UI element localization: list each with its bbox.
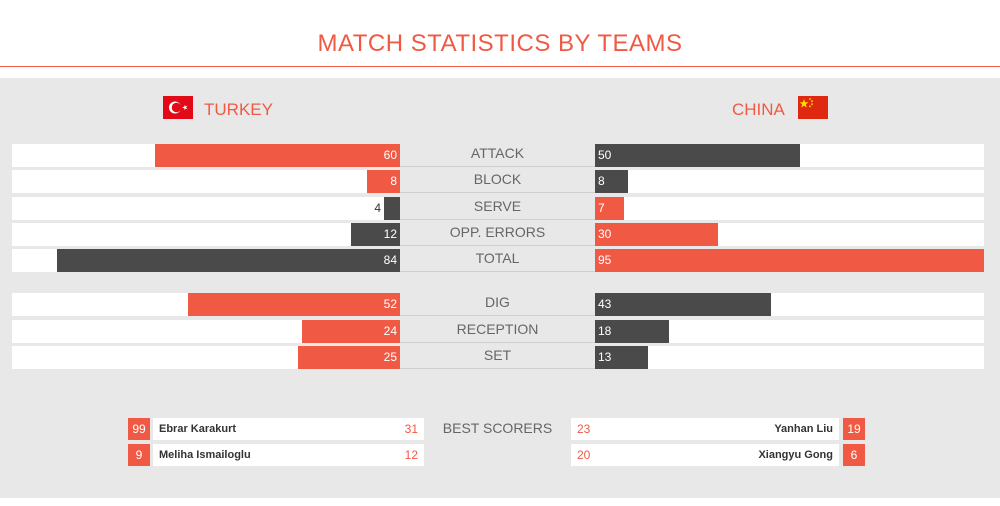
scorer-number: 99	[128, 418, 150, 440]
bar-right	[595, 346, 648, 369]
bar-left	[57, 249, 400, 272]
stat-label-divider	[400, 342, 595, 343]
page-title: MATCH STATISTICS BY TEAMS	[317, 30, 683, 57]
stat-label: OPP. ERRORS	[449, 224, 546, 240]
bar-track-left	[12, 170, 400, 193]
scorer-number: 6	[843, 444, 865, 466]
bar-left	[155, 144, 400, 167]
scorer-box: 23 Yanhan Liu	[571, 418, 839, 440]
title-divider	[0, 66, 1000, 67]
scorer-name: Xiangyu Gong	[758, 449, 833, 461]
bar-track-right	[595, 320, 984, 343]
bar-value-right: 43	[598, 297, 612, 311]
team-name-left: TURKEY	[204, 100, 273, 119]
turkey-flag-icon	[163, 96, 193, 119]
bar-left	[188, 293, 400, 316]
bar-value-right: 18	[598, 324, 612, 338]
bar-track-right	[595, 170, 984, 193]
scorer-row-left-1: 99 Ebrar Karakurt 31	[128, 418, 424, 440]
bar-value-right: 8	[598, 174, 605, 188]
china-flag-icon	[798, 96, 828, 119]
stat-label-divider	[400, 192, 595, 193]
scorer-name: Meliha Ismailoglu	[159, 449, 251, 461]
team-name-right: CHINA	[732, 100, 785, 119]
stat-label: RECEPTION	[456, 321, 539, 337]
bar-value-right: 50	[598, 148, 612, 162]
bar-track-left	[12, 197, 400, 220]
bar-left	[302, 320, 400, 343]
bar-value-right: 13	[598, 350, 612, 364]
bar-left	[298, 346, 400, 369]
bar-value-left: 12	[383, 227, 397, 241]
bar-right	[595, 249, 984, 272]
bar-left	[351, 223, 400, 246]
scorer-points: 23	[577, 422, 591, 436]
bar-value-right: 30	[598, 227, 612, 241]
scorer-row-right-2: 20 Xiangyu Gong 6	[571, 444, 867, 466]
bar-right	[595, 293, 771, 316]
scorer-box: 20 Xiangyu Gong	[571, 444, 839, 466]
scorer-points: 12	[404, 448, 418, 462]
scorer-box: Meliha Ismailoglu 12	[153, 444, 424, 466]
bar-track-right	[595, 346, 984, 369]
bar-value-left: 8	[390, 174, 397, 188]
bar-right	[595, 144, 800, 167]
stat-label-divider	[400, 166, 595, 167]
bar-value-left: 60	[383, 148, 397, 162]
stat-label: ATTACK	[470, 145, 525, 161]
stat-label: TOTAL	[475, 250, 520, 266]
bar-right	[595, 223, 718, 246]
stat-label-divider	[400, 219, 595, 220]
scorer-points: 31	[404, 422, 418, 436]
stat-label-divider	[400, 315, 595, 316]
bar-value-left: 4	[374, 201, 381, 215]
bar-left	[384, 197, 400, 220]
bar-value-left: 25	[383, 350, 397, 364]
scorer-box: Ebrar Karakurt 31	[153, 418, 424, 440]
stat-label-divider	[400, 271, 595, 272]
best-scorers-label: BEST SCORERS	[442, 420, 553, 436]
bar-track-right	[595, 197, 984, 220]
stat-label: BLOCK	[473, 171, 522, 187]
stat-label: SERVE	[473, 198, 522, 214]
stat-label-divider	[400, 368, 595, 369]
scorer-number: 19	[843, 418, 865, 440]
bar-value-left: 84	[383, 253, 397, 267]
bar-right	[595, 197, 624, 220]
scorer-points: 20	[577, 448, 591, 462]
stat-label-divider	[400, 245, 595, 246]
scorer-row-right-1: 23 Yanhan Liu 19	[571, 418, 867, 440]
scorer-row-left-2: 9 Meliha Ismailoglu 12	[128, 444, 424, 466]
bar-value-right: 7	[598, 201, 605, 215]
stat-label: DIG	[485, 294, 510, 310]
scorer-number: 9	[128, 444, 150, 466]
bar-value-left: 52	[383, 297, 397, 311]
bar-value-left: 24	[383, 324, 397, 338]
bar-left	[367, 170, 400, 193]
bar-right	[595, 170, 628, 193]
stat-label: SET	[483, 347, 512, 363]
bar-value-right: 95	[598, 253, 612, 267]
scorer-name: Ebrar Karakurt	[159, 423, 237, 435]
bar-right	[595, 320, 669, 343]
scorer-name: Yanhan Liu	[774, 423, 833, 435]
bar-track-left	[12, 223, 400, 246]
